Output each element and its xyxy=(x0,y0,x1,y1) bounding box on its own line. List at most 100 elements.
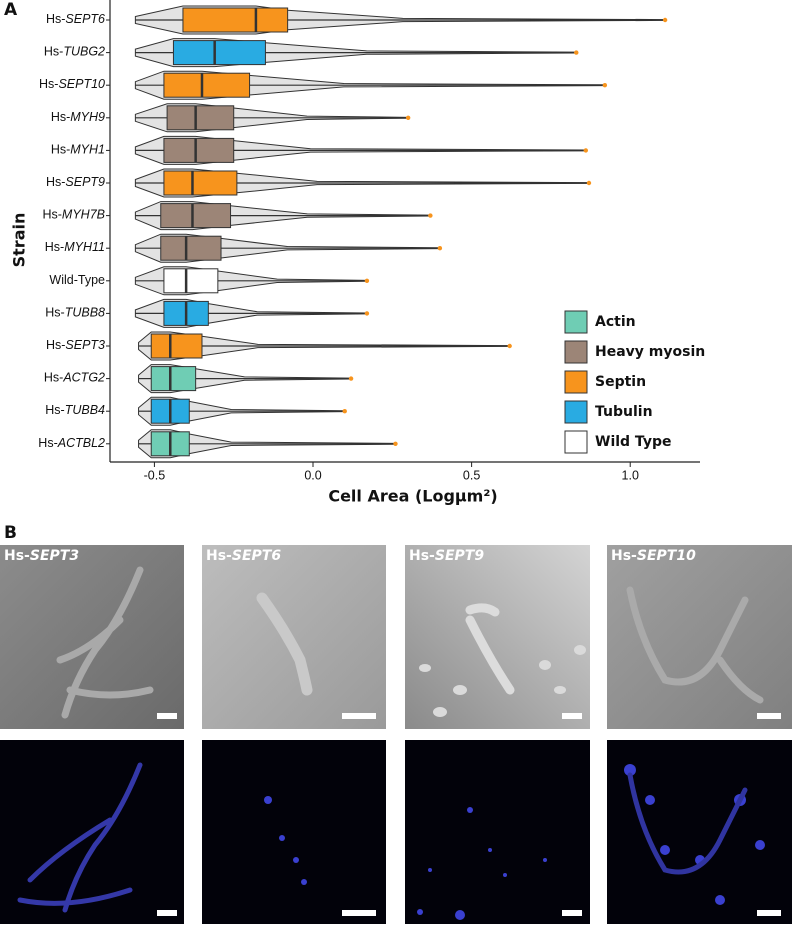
box-group xyxy=(138,396,347,426)
max-point xyxy=(405,115,411,121)
max-point xyxy=(437,246,443,251)
cell xyxy=(56,566,154,719)
max-point xyxy=(602,83,608,88)
box xyxy=(182,7,289,33)
legend-swatch xyxy=(564,430,588,454)
y-tick-label: Hs-TUBB8 xyxy=(45,306,105,320)
box-group xyxy=(138,331,512,361)
fluorescence-image xyxy=(405,740,590,924)
box xyxy=(150,333,203,359)
legend-swatch xyxy=(564,370,588,394)
box-group xyxy=(134,135,589,165)
scale-bar xyxy=(157,910,177,916)
box xyxy=(163,268,219,294)
box-group xyxy=(134,38,579,68)
box-group xyxy=(134,298,370,328)
micrograph-label: Hs-SEPT9 xyxy=(409,548,484,564)
scale-bar xyxy=(342,910,376,916)
max-point xyxy=(348,376,354,381)
y-tick-label: Hs-SEPT6 xyxy=(46,12,105,26)
box xyxy=(163,170,238,196)
y-tick-label: Hs-SEPT3 xyxy=(46,338,105,352)
box-group xyxy=(134,103,411,133)
y-axis-title: Strain xyxy=(10,213,29,268)
y-tick-label: Wild-Type xyxy=(49,273,105,287)
box-group xyxy=(134,5,668,35)
legend-swatch xyxy=(564,340,588,364)
micrographs xyxy=(0,545,792,924)
scale-bar xyxy=(757,910,781,916)
y-tick-label: Hs-ACTBL2 xyxy=(38,436,105,450)
brightfield-image xyxy=(202,545,386,729)
box-group xyxy=(134,233,443,263)
cell xyxy=(256,592,313,696)
box-group xyxy=(134,168,592,198)
max-point xyxy=(364,278,370,283)
box xyxy=(160,235,222,261)
legend-label: Tubulin xyxy=(595,404,653,420)
scale-bar xyxy=(562,713,582,719)
x-tick-label: 1.0 xyxy=(622,468,639,482)
y-tick-label: Hs-MYH9 xyxy=(51,110,105,124)
x-tick-label: -0.5 xyxy=(144,468,166,482)
box-group xyxy=(138,364,354,394)
cells xyxy=(419,645,586,717)
legend-label: Heavy myosin xyxy=(595,344,705,360)
micrograph-label: Hs-SEPT10 xyxy=(611,548,696,564)
x-tick-label: 0.5 xyxy=(463,468,480,482)
box xyxy=(172,40,266,66)
stained-cell xyxy=(627,772,748,875)
max-point xyxy=(364,311,370,316)
stained-cell xyxy=(17,762,143,913)
max-point xyxy=(507,343,512,349)
legend-swatch xyxy=(564,310,588,334)
box-group xyxy=(134,266,370,296)
x-tick-label: 0.0 xyxy=(304,468,321,482)
box xyxy=(166,105,235,131)
fluorescence-image xyxy=(607,740,792,924)
scale-bar xyxy=(342,713,376,719)
scale-bar xyxy=(562,910,582,916)
max-point xyxy=(342,409,347,414)
scale-bar xyxy=(757,713,781,719)
brightfield-image xyxy=(405,545,590,729)
max-point xyxy=(428,213,433,218)
max-point xyxy=(662,17,668,23)
x-axis-title: Cell Area (Logμm²) xyxy=(328,487,497,506)
box-group xyxy=(134,201,433,231)
micrograph-label: Hs-SEPT3 xyxy=(4,548,79,564)
legend-label: Septin xyxy=(595,374,646,390)
brightfield-image xyxy=(0,545,184,729)
box-group xyxy=(138,429,398,459)
y-tick-label: Hs-ACTG2 xyxy=(44,371,105,385)
max-point xyxy=(574,50,579,55)
max-point xyxy=(586,180,592,186)
y-tick-label: Hs-MYH1 xyxy=(51,143,105,157)
cell xyxy=(465,603,515,695)
brightfield-image xyxy=(607,545,792,729)
panel-label: B xyxy=(4,523,17,543)
y-tick-label: Hs-TUBG2 xyxy=(44,45,105,59)
legend-label: Wild Type xyxy=(595,434,671,450)
box xyxy=(160,203,232,229)
cell xyxy=(626,586,764,704)
fluorescence-image xyxy=(202,740,386,924)
y-tick-label: Hs-MYH11 xyxy=(45,240,105,254)
box-group xyxy=(134,70,608,100)
box xyxy=(150,366,197,392)
micrograph-label: Hs-SEPT6 xyxy=(206,548,281,564)
y-tick-label: Hs-TUBB4 xyxy=(45,403,105,417)
y-tick-label: Hs-SEPT10 xyxy=(39,77,105,91)
panel-label: A xyxy=(4,0,18,20)
box xyxy=(163,137,235,163)
y-tick-label: Hs-SEPT9 xyxy=(46,175,105,189)
nuclei xyxy=(264,764,765,920)
legend-swatch xyxy=(564,400,588,424)
scale-bar xyxy=(157,713,177,719)
legend-label: Actin xyxy=(595,314,636,330)
box xyxy=(163,72,251,98)
y-tick-label: Hs-MYH7B xyxy=(42,208,105,222)
max-point xyxy=(393,441,398,446)
